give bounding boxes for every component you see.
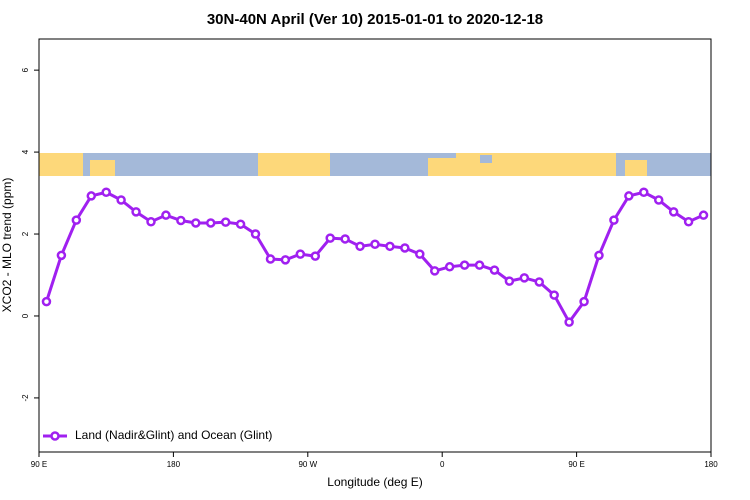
data-point bbox=[698, 210, 709, 220]
data-point bbox=[370, 239, 380, 250]
data-point bbox=[71, 215, 82, 225]
land bbox=[625, 160, 647, 176]
y-tick-label: 6 bbox=[21, 67, 30, 72]
land bbox=[258, 153, 330, 176]
data-point bbox=[101, 187, 111, 197]
y-tick-label: 0 bbox=[21, 313, 30, 318]
data-point bbox=[534, 277, 545, 287]
data-point bbox=[116, 195, 126, 205]
data-point bbox=[459, 260, 470, 270]
data-point bbox=[609, 215, 619, 225]
data-point bbox=[668, 207, 679, 217]
x-tick-label: 90 E bbox=[568, 460, 584, 469]
data-point bbox=[429, 266, 440, 276]
data-point bbox=[176, 215, 186, 226]
data-point bbox=[161, 210, 171, 220]
data-point bbox=[146, 216, 156, 227]
data-point bbox=[594, 250, 604, 261]
data-point bbox=[549, 290, 559, 300]
land bbox=[428, 158, 456, 176]
data-point bbox=[310, 251, 321, 261]
land bbox=[456, 153, 616, 176]
data-point bbox=[235, 219, 246, 229]
ocean bbox=[480, 155, 492, 163]
data-point bbox=[653, 195, 664, 205]
land bbox=[90, 160, 115, 176]
data-point bbox=[474, 260, 485, 270]
data-point bbox=[41, 296, 52, 307]
series-line bbox=[45, 190, 705, 325]
x-tick-label: 180 bbox=[704, 460, 718, 469]
data-point bbox=[444, 262, 455, 272]
data-point bbox=[220, 217, 231, 227]
data-point bbox=[86, 191, 97, 201]
data-point bbox=[489, 265, 500, 275]
y-tick-label: 4 bbox=[21, 149, 30, 154]
x-tick-label: 0 bbox=[440, 460, 445, 469]
y-tick-label: 2 bbox=[21, 231, 30, 236]
x-tick-label: 180 bbox=[167, 460, 181, 469]
y-tick-label: -2 bbox=[21, 394, 30, 402]
plot-frame bbox=[38, 38, 712, 453]
data-point bbox=[624, 191, 634, 201]
data-point bbox=[519, 273, 530, 283]
chart-title: 30N-40N April (Ver 10) 2015-01-01 to 202… bbox=[207, 11, 543, 28]
data-point bbox=[56, 250, 67, 261]
x-tick-label: 90 E bbox=[31, 460, 47, 469]
data-point bbox=[191, 218, 201, 228]
data-point bbox=[205, 218, 216, 228]
data-point bbox=[325, 233, 335, 243]
data-point bbox=[340, 234, 350, 244]
data-point bbox=[355, 241, 365, 252]
data-point bbox=[504, 276, 515, 286]
y-axis-label: XCO2 - MLO trend (ppm) bbox=[0, 178, 14, 313]
data-point bbox=[280, 255, 291, 265]
map-strip bbox=[39, 153, 711, 176]
legend-label: Land (Nadir&Glint) and Ocean (Glint) bbox=[75, 428, 272, 442]
data-point bbox=[385, 241, 395, 252]
data-point bbox=[564, 317, 574, 327]
x-tick-label: 90 W bbox=[298, 460, 317, 469]
data-point bbox=[265, 254, 276, 264]
land bbox=[39, 153, 83, 176]
data-point bbox=[131, 207, 141, 217]
data-point bbox=[250, 229, 261, 239]
data-point bbox=[579, 296, 589, 307]
data-point bbox=[295, 249, 306, 259]
data-point bbox=[415, 249, 425, 259]
data-point bbox=[400, 243, 410, 253]
legend-marker bbox=[50, 431, 60, 441]
x-axis-label: Longitude (deg E) bbox=[327, 475, 422, 489]
data-point bbox=[683, 216, 694, 227]
data-point bbox=[639, 187, 649, 197]
